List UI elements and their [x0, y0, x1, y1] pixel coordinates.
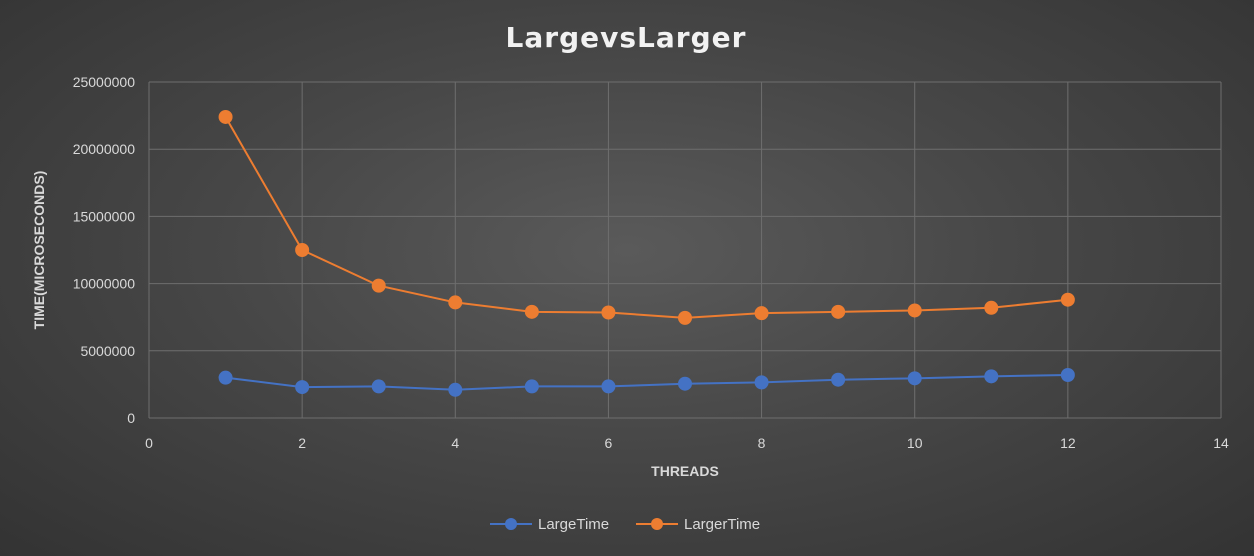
data-point — [295, 380, 310, 395]
data-point — [754, 375, 769, 390]
legend-swatch-marker — [651, 518, 663, 530]
data-point — [448, 382, 463, 397]
data-point — [601, 379, 616, 394]
y-tick-label: 15000000 — [73, 208, 136, 224]
data-point — [907, 371, 922, 386]
data-point — [1060, 292, 1075, 307]
axis-layer: 0 5000000 10000000 15000000 20000000 25000000… — [73, 74, 1229, 451]
data-point — [524, 379, 539, 394]
x-tick-label: 2 — [298, 435, 306, 451]
legend-swatch-marker — [505, 518, 517, 530]
x-axis-title: THREADS — [651, 463, 719, 479]
data-point — [678, 310, 692, 325]
series-LargeTime — [218, 367, 1075, 397]
legend-item: LargerTime — [636, 516, 760, 533]
x-tick-label: 6 — [605, 435, 613, 451]
data-point — [371, 278, 386, 293]
data-point — [524, 304, 539, 319]
x-tick-label: 12 — [1060, 435, 1076, 451]
data-point — [295, 243, 310, 257]
x-tick-label: 0 — [145, 435, 153, 451]
data-point — [984, 300, 999, 315]
data-point — [218, 370, 233, 385]
y-tick-label: 25000000 — [73, 74, 136, 90]
data-point — [1060, 367, 1075, 382]
x-tick-label: 10 — [907, 435, 923, 451]
data-point — [678, 376, 692, 391]
x-tick-label: 8 — [758, 435, 766, 451]
legend: LargeTime LargerTime — [490, 516, 760, 533]
data-point — [448, 295, 463, 310]
y-tick-label: 10000000 — [73, 276, 136, 292]
grid-layer — [148, 81, 1222, 419]
data-point — [907, 303, 922, 318]
y-axis-title: TIME(MICROSECONDS) — [31, 171, 47, 330]
data-point — [754, 306, 769, 321]
y-tick-label: 20000000 — [73, 141, 136, 157]
data-point — [601, 305, 616, 320]
data-point — [218, 109, 233, 124]
chart-title: LargevsLarger — [506, 21, 747, 54]
series-line — [225, 373, 1068, 391]
legend-label: LargerTime — [684, 516, 760, 533]
x-tick-label: 4 — [451, 435, 459, 451]
series-LargerTime — [218, 109, 1075, 325]
y-tick-label: 0 — [127, 410, 135, 426]
legend-item: LargeTime — [490, 516, 609, 533]
data-point — [831, 304, 846, 319]
series-line — [224, 116, 1068, 319]
legend-label: LargeTime — [538, 516, 609, 533]
data-point — [371, 379, 386, 394]
series-layer — [218, 109, 1075, 397]
data-point — [831, 372, 846, 387]
x-tick-label: 14 — [1213, 435, 1229, 451]
y-tick-label: 5000000 — [80, 343, 135, 359]
data-point — [984, 369, 999, 384]
